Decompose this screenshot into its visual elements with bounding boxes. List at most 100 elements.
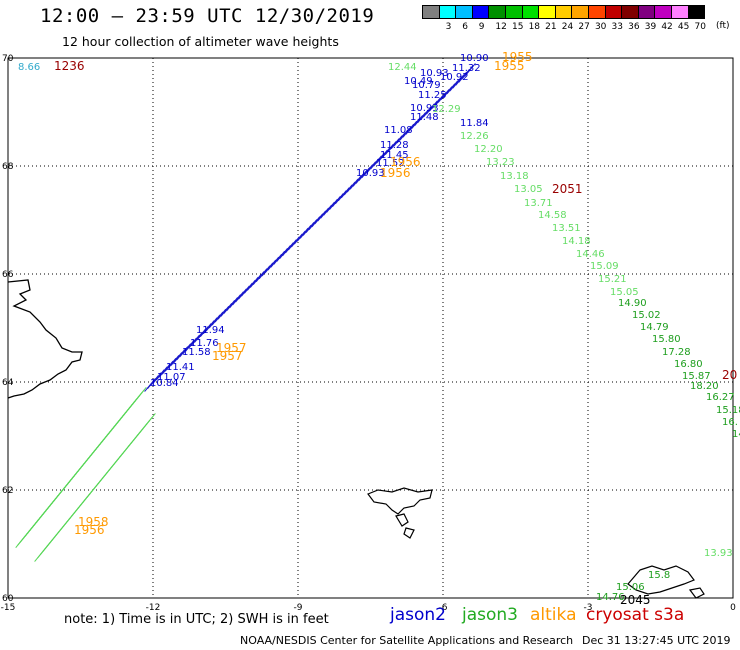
time-tag: 1956 <box>74 523 105 537</box>
swh-label-jason3: 15.06 <box>616 582 645 593</box>
lon-tick-label: -3 <box>584 603 593 613</box>
color-scale-label: 3 <box>445 22 452 32</box>
color-scale-swatch: 12 <box>488 5 507 32</box>
swh-label-jason2: 10.79 <box>412 80 441 91</box>
color-scale-unit: (ft) <box>716 21 730 31</box>
swh-label-jason3: 14.79 <box>640 322 669 333</box>
swh-label-jason3: 16.80 <box>674 359 703 370</box>
lat-tick-label: 68 <box>2 162 14 172</box>
swh-label-jason2: 11.28 <box>380 140 409 151</box>
lat-tick-label: 60 <box>2 594 14 604</box>
map-gridlines <box>8 58 733 598</box>
time-tag: 1957 <box>216 341 247 355</box>
color-scale-legend: 3 6 9 12 15 18 21 24 27 30 33 36 39 42 45 70 <box>422 5 706 32</box>
swh-label-jason3: 13.93 <box>704 548 733 559</box>
swh-track-labels: 10.9011.3210.9210.9310.4910.7911.2510.93… <box>15 50 740 607</box>
swh-label-jason3: 15.87 <box>682 371 711 382</box>
color-scale-label: 18 <box>528 22 541 32</box>
color-scale-swatch: 30 <box>587 5 606 32</box>
swh-label-jason3: 13.23 <box>486 157 515 168</box>
swh-label-jason3: 18.20 <box>690 381 719 392</box>
swh-label-other: 8.66 <box>18 62 40 73</box>
swh-label-jason2: 11.94 <box>196 325 225 336</box>
lon-tick-label: -15 <box>1 603 16 613</box>
track-mark <box>133 386 147 404</box>
time-tag: 20 <box>722 368 737 382</box>
color-scale-label: 33 <box>611 22 623 32</box>
time-tag: 1956 <box>390 155 421 169</box>
swh-label-jason3: 14.58 <box>538 210 567 221</box>
swh-label-jason2: 10.90 <box>460 53 489 64</box>
lat-tick-label: 62 <box>2 486 13 496</box>
swh-label-jason3: 15.8 <box>648 570 670 581</box>
time-tag: 2045 <box>620 593 651 607</box>
swh-label-jason2: 10.92 <box>440 72 469 83</box>
map-subtitle: 12 hour collection of altimeter wave hei… <box>62 34 339 49</box>
swh-label-jason3: 14.46 <box>576 249 605 260</box>
lat-tick-label: 70 <box>2 54 14 64</box>
swh-label-jason3: 15.05 <box>610 287 639 298</box>
color-scale-swatch: 45 <box>670 5 689 32</box>
axis-tick-labels: -15 -12 -9 -6 -3 0 70 68 66 64 62 60 <box>1 54 736 613</box>
time-tag: 1236 <box>54 59 85 73</box>
swh-label-jason2: 11.76 <box>190 338 219 349</box>
swh-label-jason3: 15.02 <box>632 310 661 321</box>
swh-label-jason3: 15.21 <box>598 274 627 285</box>
legend-altika: altika <box>530 605 577 625</box>
swh-label-jason3: 14.90 <box>618 298 647 309</box>
time-tag: 1956 <box>380 166 411 180</box>
iceland-coastline <box>7 279 83 399</box>
color-scale-label: 30 <box>594 22 607 32</box>
color-scale-label: 27 <box>578 22 590 32</box>
time-tag: 1955 <box>502 50 533 64</box>
color-scale-swatch: 27 <box>571 5 590 32</box>
swh-label-jason2: 11.58 <box>182 347 211 358</box>
swh-label-jason3: 12.26 <box>460 131 489 142</box>
swh-label-jason2: 10.84 <box>150 378 179 389</box>
legend-note: note: 1) Time is in UTC; 2) SWH is in fe… <box>64 612 329 627</box>
swh-label-jason3: 16.27 <box>706 392 735 403</box>
shetland-islands <box>627 565 705 599</box>
swh-label-jason3: 16. <box>722 417 738 428</box>
time-tag: 2051 <box>552 182 583 196</box>
color-scale-label: 42 <box>661 22 673 32</box>
swh-label-jason3: 14.0 <box>732 429 740 440</box>
swh-label-jason3: 15.18 <box>716 405 740 416</box>
swh-label-jason3: 12.20 <box>474 144 503 155</box>
time-tag: 1957 <box>212 349 243 363</box>
track-mark <box>144 413 156 427</box>
map-title: 12:00 – 23:59 UTC 12/30/2019 <box>40 5 375 27</box>
lat-tick-label: 64 <box>2 378 14 388</box>
lon-tick-label: -6 <box>439 603 448 613</box>
swh-label-jason3: 13.71 <box>524 198 553 209</box>
track-mark <box>464 63 476 77</box>
color-scale-label: 9 <box>478 22 485 32</box>
color-scale-swatch: 9 <box>471 5 490 32</box>
swh-label-jason2: 11.25 <box>418 90 447 101</box>
time-tag: 1958 <box>78 515 109 529</box>
color-scale-label: 6 <box>462 22 468 32</box>
swh-label-jason3: 15.80 <box>652 334 681 345</box>
swh-label-jason2: 11.48 <box>410 112 439 123</box>
swh-label-jason2: 11.41 <box>166 362 195 373</box>
time-tag: 1955 <box>494 59 525 73</box>
swh-label-jason3: 13.51 <box>552 223 581 234</box>
swh-label-jason3: 14.18 <box>562 236 591 247</box>
footer-timestamp: Dec 31 13:27:45 UTC 2019 <box>582 634 731 647</box>
color-scale-swatch: 24 <box>554 5 573 32</box>
swh-label-jason3: 15.09 <box>590 261 619 272</box>
swh-label-jason2: 10.93 <box>356 168 385 179</box>
swh-label-jason2: 11.08 <box>384 125 413 136</box>
color-scale-label: 45 <box>677 22 690 32</box>
swh-label-jason2: 11.07 <box>157 372 186 383</box>
lon-tick-label: -12 <box>146 603 161 613</box>
swh-label-jason2: 10.49 <box>404 76 433 87</box>
color-scale-label: 21 <box>545 22 557 32</box>
lon-tick-label: 0 <box>730 603 736 613</box>
color-scale-label: 24 <box>561 22 574 32</box>
color-scale-label: 36 <box>628 22 640 32</box>
color-scale-label: 15 <box>511 22 524 32</box>
swh-label-jason3: 14.76 <box>596 592 625 603</box>
swh-label-jason2: 11.84 <box>460 118 489 129</box>
